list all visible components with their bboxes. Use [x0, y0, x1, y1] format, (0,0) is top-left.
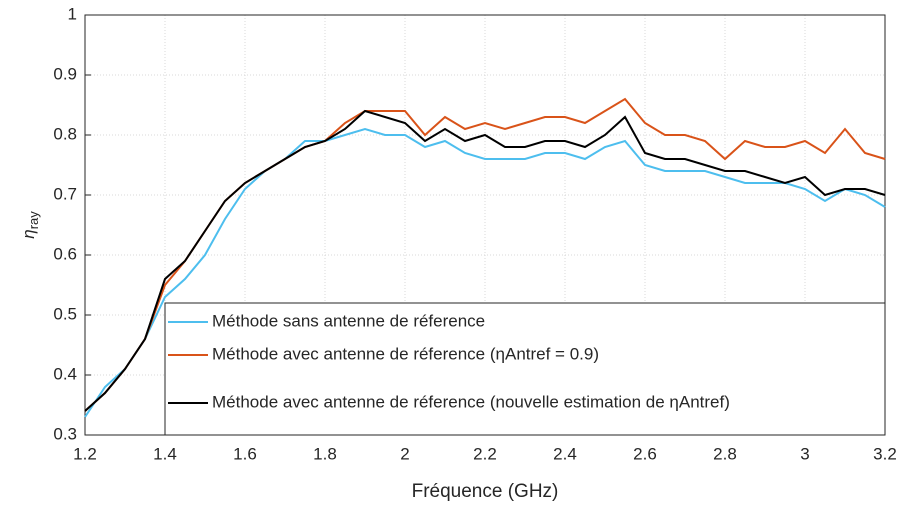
legend-label: Méthode sans antenne de réference	[212, 311, 485, 330]
x-tick-label: 1.6	[233, 444, 257, 463]
x-tick-label: 1.2	[73, 444, 97, 463]
series-line	[84, 109, 886, 412]
x-axis-label: Fréquence (GHz)	[412, 481, 559, 502]
series-line	[84, 127, 886, 418]
y-tick-label: 0.3	[53, 424, 77, 443]
x-tick-label: 1.8	[313, 444, 337, 463]
x-tick-label: 1.4	[153, 444, 177, 463]
y-tick-label: 0.6	[53, 244, 77, 263]
y-axis-label: ηray	[19, 211, 41, 239]
x-tick-label: 2.8	[713, 444, 737, 463]
y-tick-label: 0.9	[53, 64, 77, 83]
legend-box	[164, 302, 886, 436]
y-label-symbol: η	[19, 229, 38, 238]
x-tick-label: 2.2	[473, 444, 497, 463]
y-tick-label: 0.5	[53, 304, 77, 323]
x-tick-label: 2.4	[553, 444, 577, 463]
y-tick-label: 0.4	[53, 364, 77, 383]
y-tick-label: 1	[68, 4, 77, 23]
x-tick-label: 2	[400, 444, 409, 463]
y-label-sub: ray	[26, 211, 41, 230]
legend-label: Méthode avec antenne de réference (ηAntr…	[212, 344, 599, 363]
x-tick-label: 2.6	[633, 444, 657, 463]
x-tick-label: 3.2	[873, 444, 897, 463]
x-tick-label: 3	[800, 444, 809, 463]
legend-label: Méthode avec antenne de réference (nouve…	[212, 392, 730, 411]
y-tick-label: 0.7	[53, 184, 77, 203]
y-tick-label: 0.8	[53, 124, 77, 143]
